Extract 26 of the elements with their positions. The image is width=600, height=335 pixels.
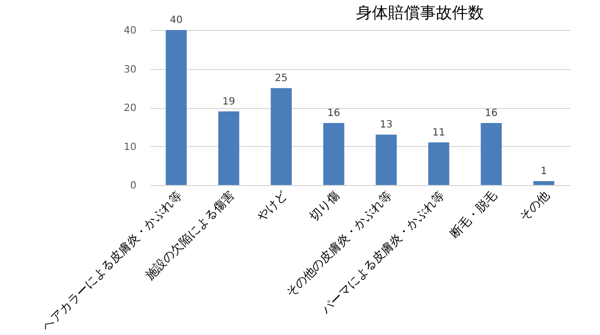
data-label: 16 bbox=[484, 108, 498, 119]
bar bbox=[428, 142, 450, 185]
data-label: 11 bbox=[432, 127, 446, 138]
y-tick-label: 0 bbox=[130, 180, 136, 192]
y-tick-label: 10 bbox=[124, 142, 136, 153]
data-label: 1 bbox=[540, 166, 547, 178]
x-tick-label: やけど bbox=[254, 188, 290, 224]
y-tick-label: 30 bbox=[124, 64, 136, 76]
x-tick-label: 切り傷 bbox=[306, 188, 342, 224]
y-tick-label: 40 bbox=[124, 26, 136, 36]
bar bbox=[166, 30, 187, 185]
data-label: 19 bbox=[222, 96, 236, 108]
data-label: 25 bbox=[274, 73, 288, 84]
bar bbox=[218, 111, 240, 185]
bar bbox=[323, 123, 344, 185]
bar bbox=[376, 134, 397, 185]
x-tick-label: 断毛・脱毛 bbox=[447, 188, 500, 240]
data-label: 40 bbox=[170, 15, 183, 26]
chart-title: 身体賠償事故件数 bbox=[356, 3, 484, 22]
y-tick-label: 20 bbox=[124, 103, 136, 114]
bar bbox=[480, 123, 502, 185]
data-label: 16 bbox=[327, 108, 340, 119]
x-tick-label: その他 bbox=[516, 188, 552, 224]
data-label: 13 bbox=[380, 120, 393, 131]
bar bbox=[270, 88, 292, 185]
bar bbox=[533, 181, 554, 185]
